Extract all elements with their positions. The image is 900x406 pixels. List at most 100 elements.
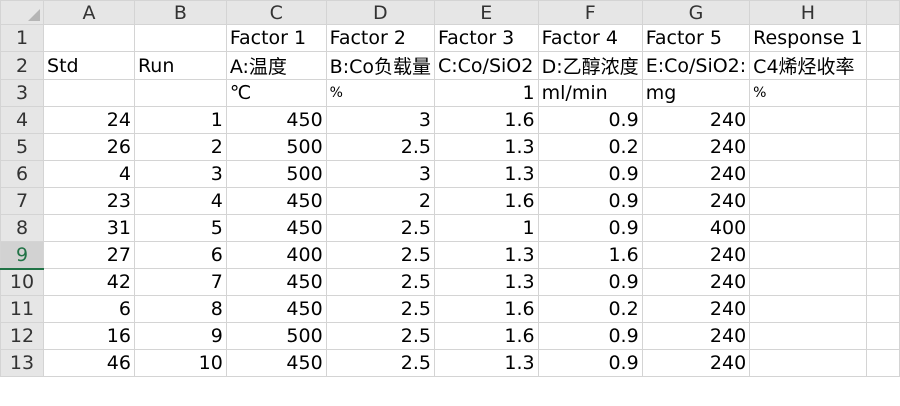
row-header[interactable]: 8	[0, 214, 45, 242]
cell-f7[interactable]: 0.9	[537, 187, 643, 215]
cell-i3[interactable]	[865, 79, 900, 107]
cell-f11[interactable]: 0.2	[537, 295, 643, 323]
column-header-h[interactable]: H	[749, 0, 867, 25]
cell-i5[interactable]	[865, 133, 900, 161]
cell-g2[interactable]: E:Co/SiO2:	[641, 51, 751, 80]
cell-a3[interactable]	[43, 79, 135, 107]
cell-g11[interactable]: 240	[641, 295, 751, 323]
cell-a13[interactable]: 46	[43, 349, 135, 377]
cell-h3[interactable]: %	[749, 79, 867, 107]
cell-h4[interactable]	[749, 106, 867, 134]
cell-a8[interactable]: 31	[43, 214, 135, 242]
cell-h12[interactable]	[749, 322, 867, 350]
cell-g12[interactable]: 240	[641, 322, 751, 350]
cell-i9[interactable]	[865, 241, 900, 269]
cell-a4[interactable]: 24	[43, 106, 135, 134]
cell-i8[interactable]	[865, 214, 900, 242]
cell-c10[interactable]: 450	[225, 268, 327, 296]
select-all-button[interactable]	[0, 0, 45, 25]
cell-h2[interactable]: C4烯烃收率	[749, 51, 867, 80]
cell-a5[interactable]: 26	[43, 133, 135, 161]
cell-f3[interactable]: ml/min	[537, 79, 643, 107]
cell-g10[interactable]: 240	[641, 268, 751, 296]
column-header-b[interactable]: B	[133, 0, 227, 25]
cell-g13[interactable]: 240	[641, 349, 751, 377]
cell-h8[interactable]	[749, 214, 867, 242]
cell-b6[interactable]: 3	[133, 160, 227, 188]
cell-b5[interactable]: 2	[133, 133, 227, 161]
cell-g6[interactable]: 240	[641, 160, 751, 188]
cell-c6[interactable]: 500	[225, 160, 327, 188]
cell-i13[interactable]	[865, 349, 900, 377]
cell-i10[interactable]	[865, 268, 900, 296]
cell-e13[interactable]: 1.3	[433, 349, 539, 377]
column-header-i[interactable]	[865, 0, 900, 25]
cell-e5[interactable]: 1.3	[433, 133, 539, 161]
cell-d5[interactable]: 2.5	[325, 133, 435, 161]
cell-b7[interactable]: 4	[133, 187, 227, 215]
cell-c1[interactable]: Factor 1	[225, 24, 327, 52]
cell-h9[interactable]	[749, 241, 867, 269]
cell-d11[interactable]: 2.5	[325, 295, 435, 323]
cell-b10[interactable]: 7	[133, 268, 227, 296]
cell-b9[interactable]: 6	[133, 241, 227, 269]
cell-g7[interactable]: 240	[641, 187, 751, 215]
cell-a9[interactable]: 27	[43, 241, 135, 269]
cell-c9[interactable]: 400	[225, 241, 327, 269]
cell-i12[interactable]	[865, 322, 900, 350]
cell-f2[interactable]: D:乙醇浓度	[537, 51, 643, 80]
cell-e2[interactable]: C:Co/SiO2	[433, 51, 539, 80]
cell-f10[interactable]: 0.9	[537, 268, 643, 296]
cell-h5[interactable]	[749, 133, 867, 161]
cell-a12[interactable]: 16	[43, 322, 135, 350]
cell-c12[interactable]: 500	[225, 322, 327, 350]
cell-e10[interactable]: 1.3	[433, 268, 539, 296]
cell-g5[interactable]: 240	[641, 133, 751, 161]
cell-b11[interactable]: 8	[133, 295, 227, 323]
column-header-f[interactable]: F	[537, 0, 643, 25]
cell-i4[interactable]	[865, 106, 900, 134]
cell-i1[interactable]	[865, 24, 900, 52]
row-header[interactable]: 6	[0, 160, 45, 188]
cell-b2[interactable]: Run	[133, 51, 227, 80]
cell-h7[interactable]	[749, 187, 867, 215]
cell-d6[interactable]: 3	[325, 160, 435, 188]
cell-b1[interactable]	[133, 24, 227, 52]
column-header-c[interactable]: C	[225, 0, 327, 25]
cell-g9[interactable]: 240	[641, 241, 751, 269]
cell-c11[interactable]: 450	[225, 295, 327, 323]
row-header[interactable]: 3	[0, 79, 45, 107]
cell-e4[interactable]: 1.6	[433, 106, 539, 134]
cell-f1[interactable]: Factor 4	[537, 24, 643, 52]
cell-i7[interactable]	[865, 187, 900, 215]
cell-f6[interactable]: 0.9	[537, 160, 643, 188]
cell-c13[interactable]: 450	[225, 349, 327, 377]
cell-c8[interactable]: 450	[225, 214, 327, 242]
cell-b12[interactable]: 9	[133, 322, 227, 350]
cell-f5[interactable]: 0.2	[537, 133, 643, 161]
cell-e11[interactable]: 1.6	[433, 295, 539, 323]
row-header[interactable]: 12	[0, 322, 45, 350]
cell-b13[interactable]: 10	[133, 349, 227, 377]
cell-b8[interactable]: 5	[133, 214, 227, 242]
row-header[interactable]: 11	[0, 295, 45, 323]
cell-h11[interactable]	[749, 295, 867, 323]
cell-g1[interactable]: Factor 5	[641, 24, 751, 52]
row-header[interactable]: 9	[0, 241, 45, 270]
cell-f4[interactable]: 0.9	[537, 106, 643, 134]
cell-d1[interactable]: Factor 2	[325, 24, 435, 52]
cell-c7[interactable]: 450	[225, 187, 327, 215]
cell-g4[interactable]: 240	[641, 106, 751, 134]
cell-a11[interactable]: 6	[43, 295, 135, 323]
cell-b4[interactable]: 1	[133, 106, 227, 134]
cell-e8[interactable]: 1	[433, 214, 539, 242]
cell-c5[interactable]: 500	[225, 133, 327, 161]
cell-h13[interactable]	[749, 349, 867, 377]
row-header[interactable]: 13	[0, 349, 45, 377]
cell-e6[interactable]: 1.3	[433, 160, 539, 188]
cell-a2[interactable]: Std	[43, 51, 135, 80]
cell-d10[interactable]: 2.5	[325, 268, 435, 296]
cell-d7[interactable]: 2	[325, 187, 435, 215]
row-header[interactable]: 1	[0, 24, 45, 52]
cell-a10[interactable]: 42	[43, 268, 135, 296]
